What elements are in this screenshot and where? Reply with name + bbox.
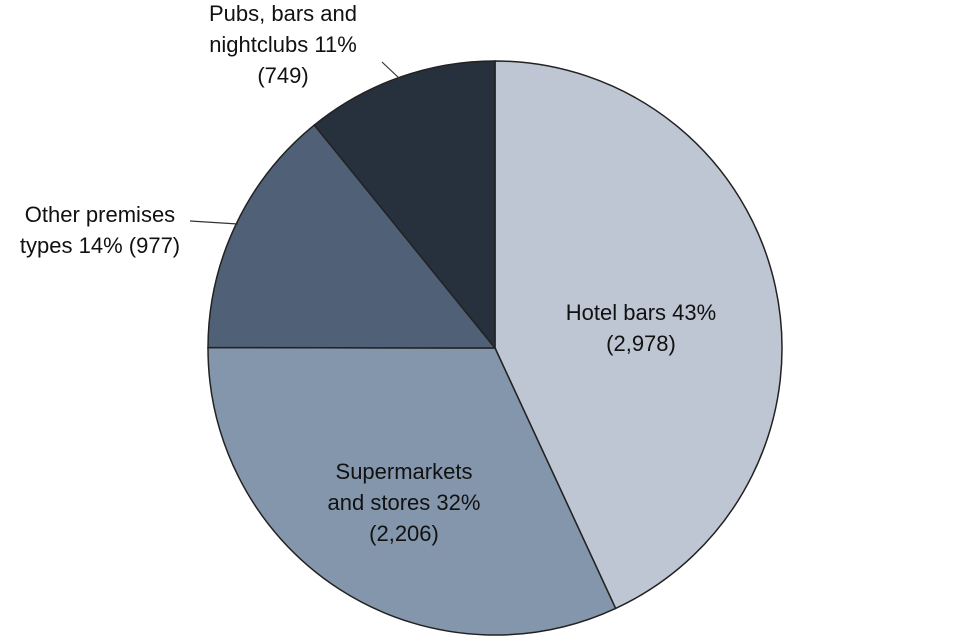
category-label: Other premises types [19, 202, 176, 258]
pie-slice [494, 60, 783, 610]
value-label: (2,978) [606, 331, 676, 356]
slice-label: Pubs, bars and nightclubs 11% (749) [188, 0, 378, 91]
slice-label: Hotel bars 43% (2,978) [551, 297, 731, 359]
pie-slice [207, 346, 617, 636]
value-label: (749) [257, 63, 309, 88]
slice-label: Supermarkets and stores 32% (2,206) [324, 456, 484, 549]
category-label: Hotel bars [565, 300, 667, 325]
category-label: Supermarkets and stores [327, 459, 473, 515]
percentage-label: 43% [672, 300, 717, 325]
value-label: (2,206) [369, 521, 439, 546]
percentage-label: 32% [436, 490, 481, 515]
leader-line [189, 220, 239, 225]
percentage-label: 11% [314, 32, 357, 57]
category-label: Pubs, bars and nightclubs [209, 1, 357, 57]
percentage-label: 14% [78, 233, 123, 258]
leader-line [381, 61, 401, 80]
value-label: (977) [128, 233, 181, 258]
slice-label: Other premises types 14% (977) [0, 199, 200, 261]
